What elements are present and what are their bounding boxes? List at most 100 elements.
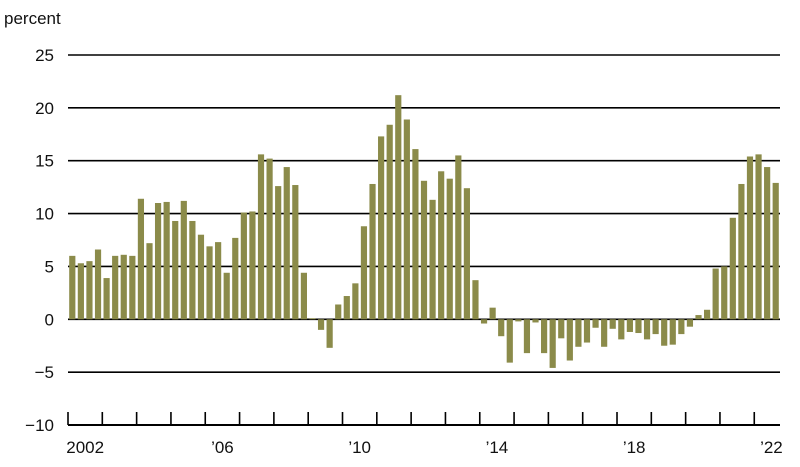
- bar: [240, 212, 247, 320]
- bar: [678, 319, 685, 335]
- bar: [455, 155, 462, 320]
- bar: [472, 280, 479, 320]
- x-tick-label: ’06: [211, 438, 234, 457]
- bar: [755, 154, 762, 320]
- bar: [395, 95, 402, 320]
- bar: [69, 255, 76, 320]
- x-axis-tick-labels: 2002 ’06 ’10 ’14 ’18 ’22: [66, 438, 783, 457]
- bar: [223, 272, 230, 320]
- bar: [463, 188, 470, 320]
- bar: [317, 319, 325, 330]
- bar: [403, 119, 410, 320]
- bar: [558, 319, 565, 339]
- bar: [772, 182, 779, 320]
- bar: [232, 237, 239, 320]
- bar: [661, 319, 668, 346]
- y-tick-label: 25: [35, 46, 54, 65]
- bar: [583, 319, 591, 343]
- bar: [360, 226, 368, 320]
- x-axis: [67, 412, 780, 426]
- bar: [326, 319, 333, 348]
- bar: [618, 319, 625, 340]
- bar: [172, 220, 179, 320]
- bar: [249, 211, 256, 320]
- bar: [764, 167, 771, 320]
- bar: [506, 319, 513, 363]
- bar: [480, 319, 488, 324]
- y-tick-label: 20: [35, 99, 54, 118]
- bar: [137, 198, 145, 320]
- bar: [498, 319, 505, 337]
- bar: [266, 158, 273, 320]
- bar: [77, 263, 84, 320]
- bar: [721, 266, 728, 320]
- bar: [129, 255, 136, 320]
- bar: [686, 319, 694, 327]
- x-tick-label: ’18: [623, 438, 646, 457]
- bar: [86, 261, 93, 320]
- bar: [549, 319, 556, 368]
- bar: [652, 319, 659, 335]
- bar: [103, 278, 110, 320]
- bar: [343, 296, 350, 320]
- y-tick-label: 5: [45, 257, 54, 276]
- bar: [386, 124, 393, 320]
- bar: [94, 249, 102, 320]
- bar: [112, 255, 119, 320]
- bar: [197, 234, 205, 320]
- bar: [420, 180, 428, 320]
- x-tick-label: ’14: [486, 438, 509, 457]
- bar: [669, 319, 676, 345]
- bar: [635, 319, 642, 334]
- bar: [704, 309, 711, 320]
- bars: [69, 95, 779, 368]
- bar: [206, 246, 213, 320]
- bar: [566, 319, 573, 361]
- bar: [429, 199, 436, 320]
- bar: [438, 171, 445, 320]
- bar: [378, 136, 385, 320]
- y-tick-label: −5: [35, 363, 54, 382]
- bar: [292, 185, 299, 320]
- bar: [300, 272, 307, 320]
- bar: [532, 319, 539, 323]
- bar: [369, 183, 376, 320]
- bar: [189, 220, 196, 320]
- bar: [335, 304, 342, 320]
- bar: [120, 254, 127, 320]
- bar: [523, 319, 531, 354]
- bar: [643, 319, 651, 340]
- bar: [180, 200, 187, 320]
- bar: [163, 201, 170, 320]
- bar: [283, 167, 290, 320]
- bar: [275, 186, 282, 320]
- bar: [515, 319, 522, 322]
- y-tick-label: 10: [35, 205, 54, 224]
- bar: [738, 183, 745, 320]
- bar: [601, 319, 608, 347]
- y-tick-label: 0: [45, 310, 54, 329]
- x-tick-label: ’10: [348, 438, 371, 457]
- bar: [352, 283, 359, 320]
- bar: [489, 307, 496, 320]
- bar: [592, 319, 599, 328]
- bar: [257, 154, 265, 320]
- bar: [575, 319, 582, 347]
- bar: [446, 178, 453, 320]
- bar: [541, 319, 548, 354]
- x-tick-label: ’22: [760, 438, 783, 457]
- bar: [729, 217, 736, 320]
- y-axis-unit-label: percent: [4, 9, 61, 28]
- y-axis-tick-labels: 25 20 15 10 5 0 −5 −10: [25, 46, 54, 435]
- bar: [309, 318, 316, 320]
- y-tick-label: 15: [35, 152, 54, 171]
- x-tick-label: 2002: [66, 438, 104, 457]
- bar: [626, 319, 633, 332]
- bar: [412, 149, 419, 320]
- bar: [712, 268, 719, 320]
- bar: [695, 315, 702, 320]
- bar: [215, 242, 222, 320]
- y-tick-label: −10: [25, 416, 54, 435]
- bar: [746, 156, 754, 320]
